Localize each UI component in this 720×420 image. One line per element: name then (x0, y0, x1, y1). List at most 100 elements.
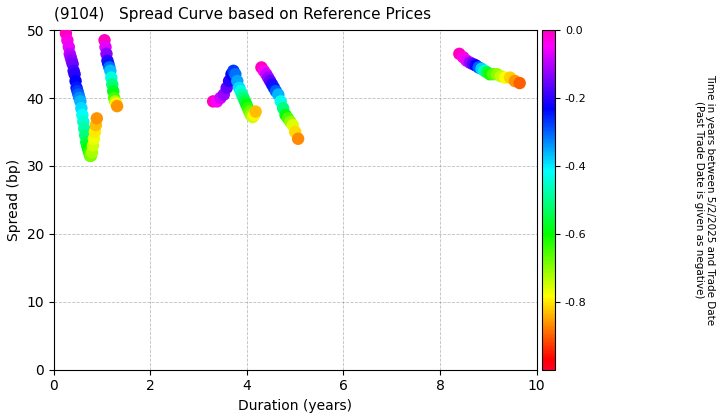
Point (76, 112, 88, 118)
Point (470, 62, 482, 69)
Point (245, 112, 256, 118)
Point (75, 98, 86, 105)
Point (67, 60, 78, 67)
Point (277, 105, 289, 112)
Point (63, 44, 75, 50)
Point (264, 78, 276, 84)
Point (78, 118, 89, 125)
Point (280, 112, 292, 118)
Point (73, 91, 84, 98)
Point (73, 94, 85, 101)
Point (218, 91, 230, 98)
Point (70, 78, 81, 84)
Point (491, 71, 503, 78)
Point (239, 98, 251, 105)
Point (504, 74, 516, 81)
Y-axis label: Time in years between 5/2/2025 and Trade Date
(Past Trade Date is given as negat: Time in years between 5/2/2025 and Trade… (694, 74, 716, 326)
Point (256, 64, 267, 71)
Point (110, 100, 122, 107)
Point (84, 152, 96, 159)
Text: (9104)   Spread Curve based on Reference Prices: (9104) Spread Curve based on Reference P… (54, 7, 431, 22)
Point (262, 74, 274, 81)
Point (261, 71, 272, 78)
Point (68, 68, 79, 74)
Point (69, 71, 81, 78)
Point (103, 60, 114, 67)
Point (100, 44, 112, 50)
Point (101, 50, 112, 57)
Point (514, 80, 526, 87)
Point (292, 135, 304, 142)
X-axis label: Duration (years): Duration (years) (238, 399, 352, 413)
Point (106, 74, 117, 81)
Point (481, 69, 492, 76)
Y-axis label: Spread (bp): Spread (bp) (7, 159, 21, 241)
Point (273, 91, 284, 98)
Point (242, 105, 253, 112)
Point (65, 54, 76, 60)
Point (266, 81, 278, 88)
Point (228, 68, 239, 74)
Point (282, 115, 294, 122)
Point (223, 78, 235, 84)
Point (86, 149, 98, 156)
Point (76, 105, 87, 112)
Point (215, 94, 226, 101)
Point (233, 84, 245, 91)
Point (467, 60, 479, 67)
Point (258, 68, 269, 74)
Point (66, 57, 78, 64)
Point (109, 94, 120, 101)
Point (287, 122, 299, 129)
Point (495, 73, 507, 80)
Point (284, 118, 296, 125)
Point (112, 103, 123, 110)
Point (476, 66, 487, 72)
Point (250, 108, 261, 115)
Point (81, 142, 93, 149)
Point (247, 114, 258, 121)
Point (211, 98, 222, 105)
Point (269, 84, 280, 91)
Point (235, 88, 246, 94)
Point (107, 88, 119, 94)
Point (289, 129, 301, 135)
Point (248, 112, 260, 118)
Point (238, 94, 249, 101)
Point (243, 108, 255, 115)
Point (99, 37, 110, 44)
Point (479, 68, 490, 74)
Point (81, 139, 92, 145)
Point (107, 81, 118, 88)
Point (72, 88, 84, 94)
Point (230, 71, 241, 78)
Point (84, 149, 95, 156)
Point (236, 91, 248, 98)
Point (484, 71, 495, 78)
Point (487, 71, 499, 78)
Point (79, 132, 91, 139)
Point (78, 125, 90, 132)
Point (89, 129, 101, 135)
Point (102, 57, 113, 64)
Point (464, 59, 476, 66)
Point (104, 68, 116, 74)
Point (454, 50, 465, 57)
Point (88, 135, 99, 142)
Point (226, 71, 238, 78)
Point (232, 78, 243, 84)
Point (87, 142, 99, 149)
Point (71, 84, 82, 91)
Point (240, 102, 252, 108)
Point (109, 98, 121, 105)
Point (60, 30, 72, 37)
Point (270, 88, 282, 94)
Point (461, 57, 472, 64)
Point (457, 54, 469, 60)
Point (509, 78, 521, 84)
Point (85, 152, 96, 159)
Point (473, 64, 485, 71)
Point (275, 98, 287, 105)
Point (90, 122, 102, 129)
Point (82, 146, 94, 152)
